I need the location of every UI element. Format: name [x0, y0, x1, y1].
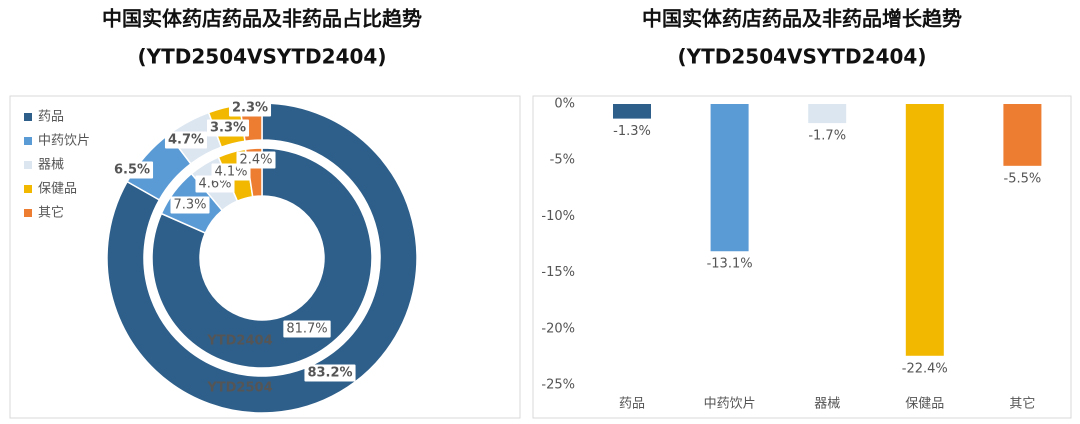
data-label: -1.7% — [808, 129, 846, 144]
label-box — [304, 364, 356, 382]
chart-title: 中国实体药店药品及非药品占比趋势 — [102, 7, 422, 31]
legend-label: 药品 — [38, 110, 64, 125]
ring-label: YTD2404 — [206, 334, 272, 349]
legend-label: 器械 — [38, 158, 64, 173]
legend-swatch — [24, 137, 32, 145]
legend-swatch — [24, 161, 32, 169]
y-tick-label: -20% — [541, 321, 575, 336]
chart-title: 中国实体药店药品及非药品增长趋势 — [642, 7, 962, 31]
label-box — [610, 123, 654, 141]
x-tick-label: 器械 — [814, 397, 840, 412]
label-box — [164, 131, 208, 149]
legend-label: 中药饮片 — [38, 134, 90, 149]
label-box — [703, 255, 756, 273]
bar — [1003, 104, 1042, 166]
y-tick-label: 0% — [554, 97, 575, 112]
label-box — [283, 320, 331, 338]
label-box — [1000, 170, 1045, 188]
donut-wedge — [106, 102, 418, 414]
data-label: 2.3% — [232, 101, 268, 116]
y-tick-label: -5% — [550, 153, 575, 168]
ring-label: YTD2504 — [206, 381, 272, 396]
chart-subtitle: (YTD2504VSYTD2404) — [678, 45, 927, 69]
data-label: 6.5% — [114, 163, 150, 178]
label-box — [170, 196, 210, 214]
data-label: -22.4% — [902, 361, 948, 376]
x-tick-label: 保健品 — [905, 397, 944, 412]
bar — [905, 104, 944, 356]
data-label: -5.5% — [1004, 171, 1042, 186]
bar — [613, 104, 651, 119]
label-box — [110, 161, 154, 179]
label-box — [228, 99, 272, 117]
data-label: -1.3% — [613, 124, 651, 139]
data-label: -13.1% — [707, 257, 753, 272]
data-label: 7.3% — [173, 198, 206, 213]
data-label: 3.3% — [210, 121, 246, 136]
y-tick-label: -15% — [541, 265, 575, 280]
x-tick-label: 其它 — [1009, 396, 1035, 412]
legend-label: 其它 — [38, 205, 64, 221]
y-tick-label: -10% — [541, 209, 575, 224]
data-label: 2.4% — [239, 153, 272, 168]
legend-swatch — [24, 209, 32, 217]
data-label: 81.7% — [286, 322, 327, 337]
x-tick-label: 中药饮片 — [704, 397, 756, 412]
label-box — [898, 360, 951, 378]
chart-subtitle: (YTD2504VSYTD2404) — [138, 45, 387, 69]
donut-wedge — [151, 147, 373, 369]
label-box — [206, 119, 250, 137]
x-tick-label: 药品 — [619, 397, 645, 412]
data-label: 4.7% — [168, 133, 204, 148]
bar — [710, 104, 749, 252]
legend-swatch — [24, 113, 32, 121]
y-tick-label: -25% — [541, 378, 575, 393]
label-box — [805, 127, 850, 145]
label-box — [236, 151, 276, 169]
legend-label: 保健品 — [38, 182, 77, 197]
bar — [808, 104, 847, 124]
ring-separator — [147, 143, 377, 373]
data-label: 83.2% — [307, 366, 352, 381]
legend-swatch — [24, 185, 32, 193]
right-panel — [532, 95, 1072, 419]
